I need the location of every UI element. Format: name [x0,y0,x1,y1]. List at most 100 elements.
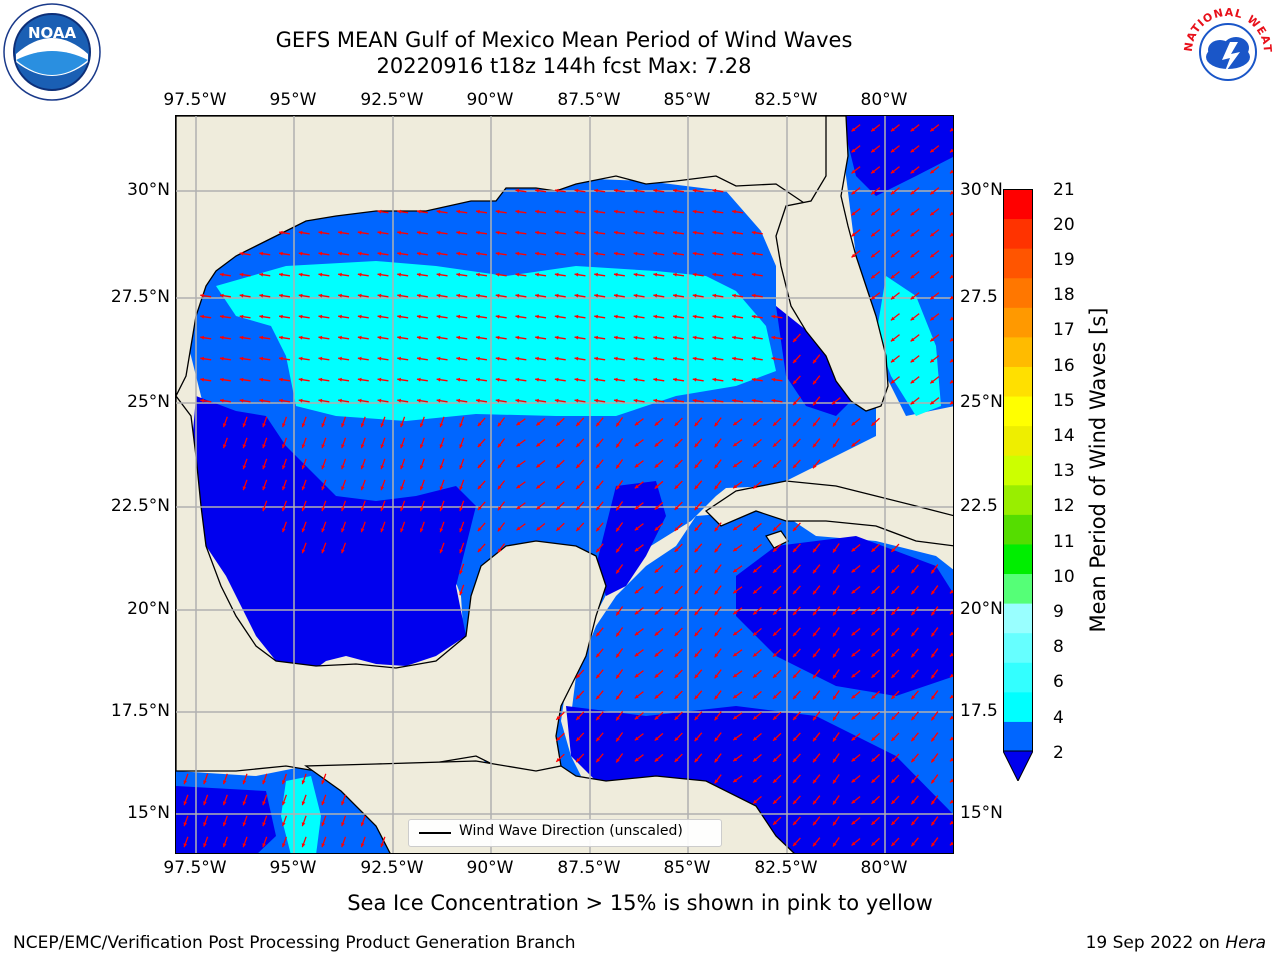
wind-wave-arrowhead [890,253,895,258]
wind-wave-arrowhead [497,527,502,532]
wind-wave-arrowhead [554,335,559,340]
wind-wave-arrowhead [732,209,736,214]
wind-wave-arrowhead [949,757,953,762]
wind-wave-arrowhead [692,230,697,235]
wind-wave-arrowhead [653,377,658,382]
wind-wave-arrowhead [732,314,736,319]
wind-wave-arrowhead [634,463,639,468]
wind-wave-arrowhead [871,253,876,258]
wind-wave-arrowhead [949,190,953,195]
wind-wave-arrowhead [751,272,756,277]
wind-wave-arrowhead [871,190,876,195]
wind-wave-arrowhead [712,251,717,256]
colorbar-band [1003,662,1033,693]
wind-wave-arrowhead [321,444,326,449]
wind-wave-arrowhead [733,610,738,615]
wind-wave-arrowhead [318,314,323,319]
wind-wave-arrowhead [219,314,224,319]
lon-tick-bottom: 90°W [466,858,514,878]
wind-wave-arrowhead [654,484,659,489]
map-panel[interactable] [175,115,954,854]
wind-wave-arrowhead [714,569,719,574]
wind-wave-arrowhead [222,444,227,449]
colorbar-tick: 9 [1053,602,1064,622]
wind-wave-arrowhead [733,442,738,447]
wind-wave-arrowhead [596,422,600,427]
wind-wave-arrowhead [613,314,618,319]
wind-wave-arrowhead [931,716,935,721]
wind-wave-arrowhead [341,801,345,806]
wind-wave-arrowhead [694,422,699,427]
wind-wave-arrowhead [613,335,618,340]
wind-wave-arrowhead [694,737,699,742]
wind-wave-arrowhead [771,314,776,319]
wind-wave-arrowhead [239,251,244,256]
wind-wave-arrowhead [793,611,797,616]
wind-wave-arrowhead [357,335,362,340]
colorbar-band [1003,218,1033,249]
wind-wave-arrowhead [911,674,916,679]
colorbar-tick: 20 [1053,215,1075,235]
wind-wave-arrowhead [495,398,500,403]
wind-wave-arrowhead [949,232,953,237]
wind-wave-arrowhead [536,463,541,468]
wind-wave-arrowhead [341,549,345,554]
wind-wave-arrowhead [298,293,303,298]
wind-wave-arrowhead [535,398,539,403]
wind-wave-arrowhead [653,251,658,256]
wind-wave-arrowhead [851,715,856,720]
wind-wave-arrowhead [377,314,382,319]
wind-wave-arrowhead [851,211,856,216]
wind-wave-arrowhead [634,631,639,636]
map-legend: Wind Wave Direction (unscaled) [408,819,722,847]
wind-wave-arrowhead [732,377,736,382]
wind-wave-arrowhead [949,799,953,804]
sea-ice-caption: Sea Ice Concentration > 15% is shown in … [347,891,933,915]
wind-wave-arrowhead [380,465,385,470]
wind-wave-arrowhead [338,251,342,256]
lon-tick-top: 80°W [860,90,908,110]
wind-wave-arrowhead [419,423,424,428]
wind-wave-arrowhead [871,169,876,174]
wind-wave-arrowhead [596,695,600,700]
colorbar-band [1003,543,1033,575]
wind-wave-arrowhead [773,758,777,762]
wind-wave-arrowhead [634,484,639,489]
wind-wave-arrowhead [773,632,777,636]
wind-wave-arrowhead [200,377,205,382]
wind-wave-arrowhead [871,820,876,825]
wind-wave-arrowhead [594,335,599,340]
wind-wave-arrowhead [714,632,719,637]
wind-wave-arrowhead [712,314,717,319]
wind-wave-arrowhead [436,335,441,340]
wind-wave-arrowhead [674,527,679,531]
wind-wave-arrowhead [793,569,797,574]
wind-wave-arrowhead [535,272,539,277]
wind-wave-arrowhead [239,293,244,298]
wind-wave-arrowhead [594,188,599,193]
wind-wave-arrowhead [890,211,895,216]
wind-wave-arrowhead [832,569,837,574]
wind-wave-arrowhead [634,673,639,678]
wind-wave-arrowhead [222,780,227,785]
wind-wave-arrowhead [596,653,600,658]
wind-wave-arrowhead [673,356,677,361]
wind-wave-arrowhead [477,443,482,448]
colorbar-band [1003,603,1033,634]
wind-wave-arrowhead [459,444,463,449]
wind-wave-arrowhead [419,507,424,512]
wind-wave-arrowhead [515,356,520,361]
wind-wave-arrowhead [556,757,561,762]
wind-wave-arrowhead [949,337,953,342]
wind-wave-arrowhead [871,421,876,426]
wind-wave-arrowhead [871,547,876,552]
wind-wave-arrowhead [732,356,736,361]
wind-wave-arrowhead [714,695,719,700]
wind-wave-arrowhead [556,736,561,741]
wind-wave-arrowhead [616,674,620,679]
colorbar-tick: 18 [1053,285,1075,305]
wind-wave-arrowhead [200,293,205,298]
wind-wave-arrowhead [812,443,817,448]
wind-wave-arrowhead [910,337,915,342]
wind-wave-arrowhead [439,423,444,428]
